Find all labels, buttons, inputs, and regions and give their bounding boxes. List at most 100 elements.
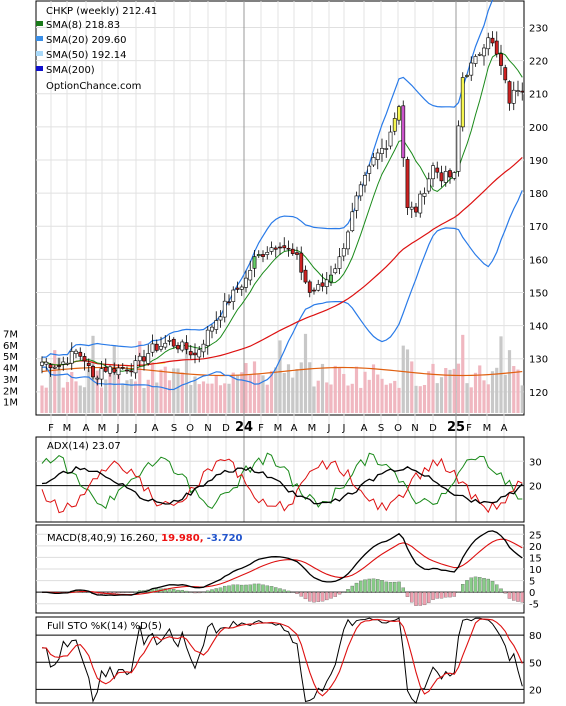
candle-body — [290, 248, 295, 254]
adx-lines — [41, 452, 523, 514]
macd-tick-label: 25 — [529, 530, 542, 541]
candle-body — [465, 75, 469, 77]
volume-bar — [99, 387, 104, 413]
candle-body — [69, 351, 74, 364]
candle-body — [503, 67, 508, 81]
price-tick-label: 160 — [529, 255, 548, 266]
stochastic-tick-label: 80 — [529, 631, 542, 642]
volume-bar — [104, 379, 108, 413]
macd-lines — [42, 530, 523, 597]
candle-body — [137, 355, 142, 362]
volume-bar — [210, 383, 214, 413]
volume-bar — [299, 362, 303, 413]
volume-bar — [138, 341, 142, 413]
x-axis-label: S — [171, 423, 177, 434]
macd-histogram-bar — [282, 589, 286, 593]
volume-bar — [461, 334, 465, 413]
candle-body — [388, 131, 393, 147]
price-candles — [40, 31, 525, 387]
candle-body — [324, 279, 329, 287]
macd-histogram-bar — [197, 592, 201, 594]
candle-body — [176, 345, 180, 350]
volume-bar — [320, 363, 325, 413]
volume-bar — [265, 384, 269, 413]
macd-histogram-bar — [494, 584, 499, 593]
candle-body — [414, 206, 418, 213]
macd-histogram-bar — [299, 592, 303, 597]
x-axis-label: M — [63, 423, 72, 434]
volume-tick-label: 2M — [3, 386, 18, 397]
volume-bar — [384, 384, 388, 413]
macd-histogram-bar — [307, 592, 312, 602]
candle-body — [316, 284, 321, 291]
candle-body — [74, 350, 78, 354]
volume-bar — [354, 366, 359, 413]
x-axis-label: J — [116, 423, 120, 434]
price-tick-label: 230 — [529, 23, 548, 34]
volume-bar — [74, 381, 78, 413]
candle-body — [337, 256, 342, 269]
candle-body — [99, 368, 104, 380]
candle-body — [443, 171, 448, 183]
volume-bar — [333, 365, 337, 413]
candle-body — [154, 343, 159, 351]
macd-tick-label: 5 — [529, 577, 535, 588]
candle-body — [354, 195, 359, 211]
volume-bar — [78, 385, 82, 413]
candle-body — [248, 270, 253, 281]
volume-bar — [439, 377, 444, 413]
macd-histogram-bar — [180, 589, 184, 593]
candle-body — [116, 367, 121, 376]
volume-bar — [65, 382, 70, 413]
macd-label-main: MACD(8,40,9) 16.260, — [47, 533, 158, 544]
price-panel-frame — [35, 0, 525, 416]
macd-histogram-bar — [176, 589, 180, 593]
macd-histogram-bar — [133, 591, 138, 593]
volume-bar — [184, 344, 189, 413]
candle-body — [333, 268, 338, 274]
candle-body — [244, 277, 248, 288]
macd-histogram-bar — [214, 588, 218, 593]
volume-bar — [206, 383, 210, 413]
candle-body — [469, 62, 474, 76]
macd-histogram-bar — [354, 582, 359, 593]
volume-bar — [150, 362, 155, 413]
macd-tick-label: 10 — [529, 565, 542, 576]
volume-bar — [350, 383, 354, 413]
adx-tick-label: 30 — [529, 457, 542, 468]
candle-body — [235, 287, 240, 290]
macd-histogram-bar — [477, 577, 482, 593]
macd-histogram-bar — [401, 587, 405, 593]
macd-tick-label: 20 — [529, 542, 542, 553]
volume-tick-label: 3M — [3, 375, 18, 386]
candle-body — [358, 184, 363, 197]
volume-bar — [197, 384, 201, 413]
candle-body — [490, 37, 495, 44]
volume-bar — [82, 387, 87, 413]
candle-body — [435, 167, 440, 173]
candle-body — [129, 370, 134, 373]
macd-histogram-bar — [448, 592, 452, 598]
volume-bar — [418, 386, 422, 413]
volume-tick-label: 7M — [3, 329, 18, 340]
volume-bar — [176, 368, 180, 413]
candle-body — [273, 247, 278, 250]
candle-body — [103, 366, 108, 372]
x-axis-label: D — [222, 423, 230, 434]
volume-bar — [163, 366, 167, 413]
price-tick-label: 130 — [529, 355, 548, 366]
candle-body — [82, 356, 87, 362]
candle-body — [163, 342, 168, 348]
macd-histogram-bar — [295, 592, 299, 594]
candle-body — [511, 89, 516, 104]
macd-histogram-bar — [409, 592, 414, 603]
candle-body — [269, 247, 274, 252]
macd-histogram-bar — [367, 578, 371, 593]
price-tick-label: 210 — [529, 90, 548, 101]
volume-bar — [342, 373, 346, 413]
price-tick-label: 180 — [529, 189, 548, 200]
adx-panel-frame — [35, 436, 525, 523]
volume-bar — [240, 372, 244, 413]
